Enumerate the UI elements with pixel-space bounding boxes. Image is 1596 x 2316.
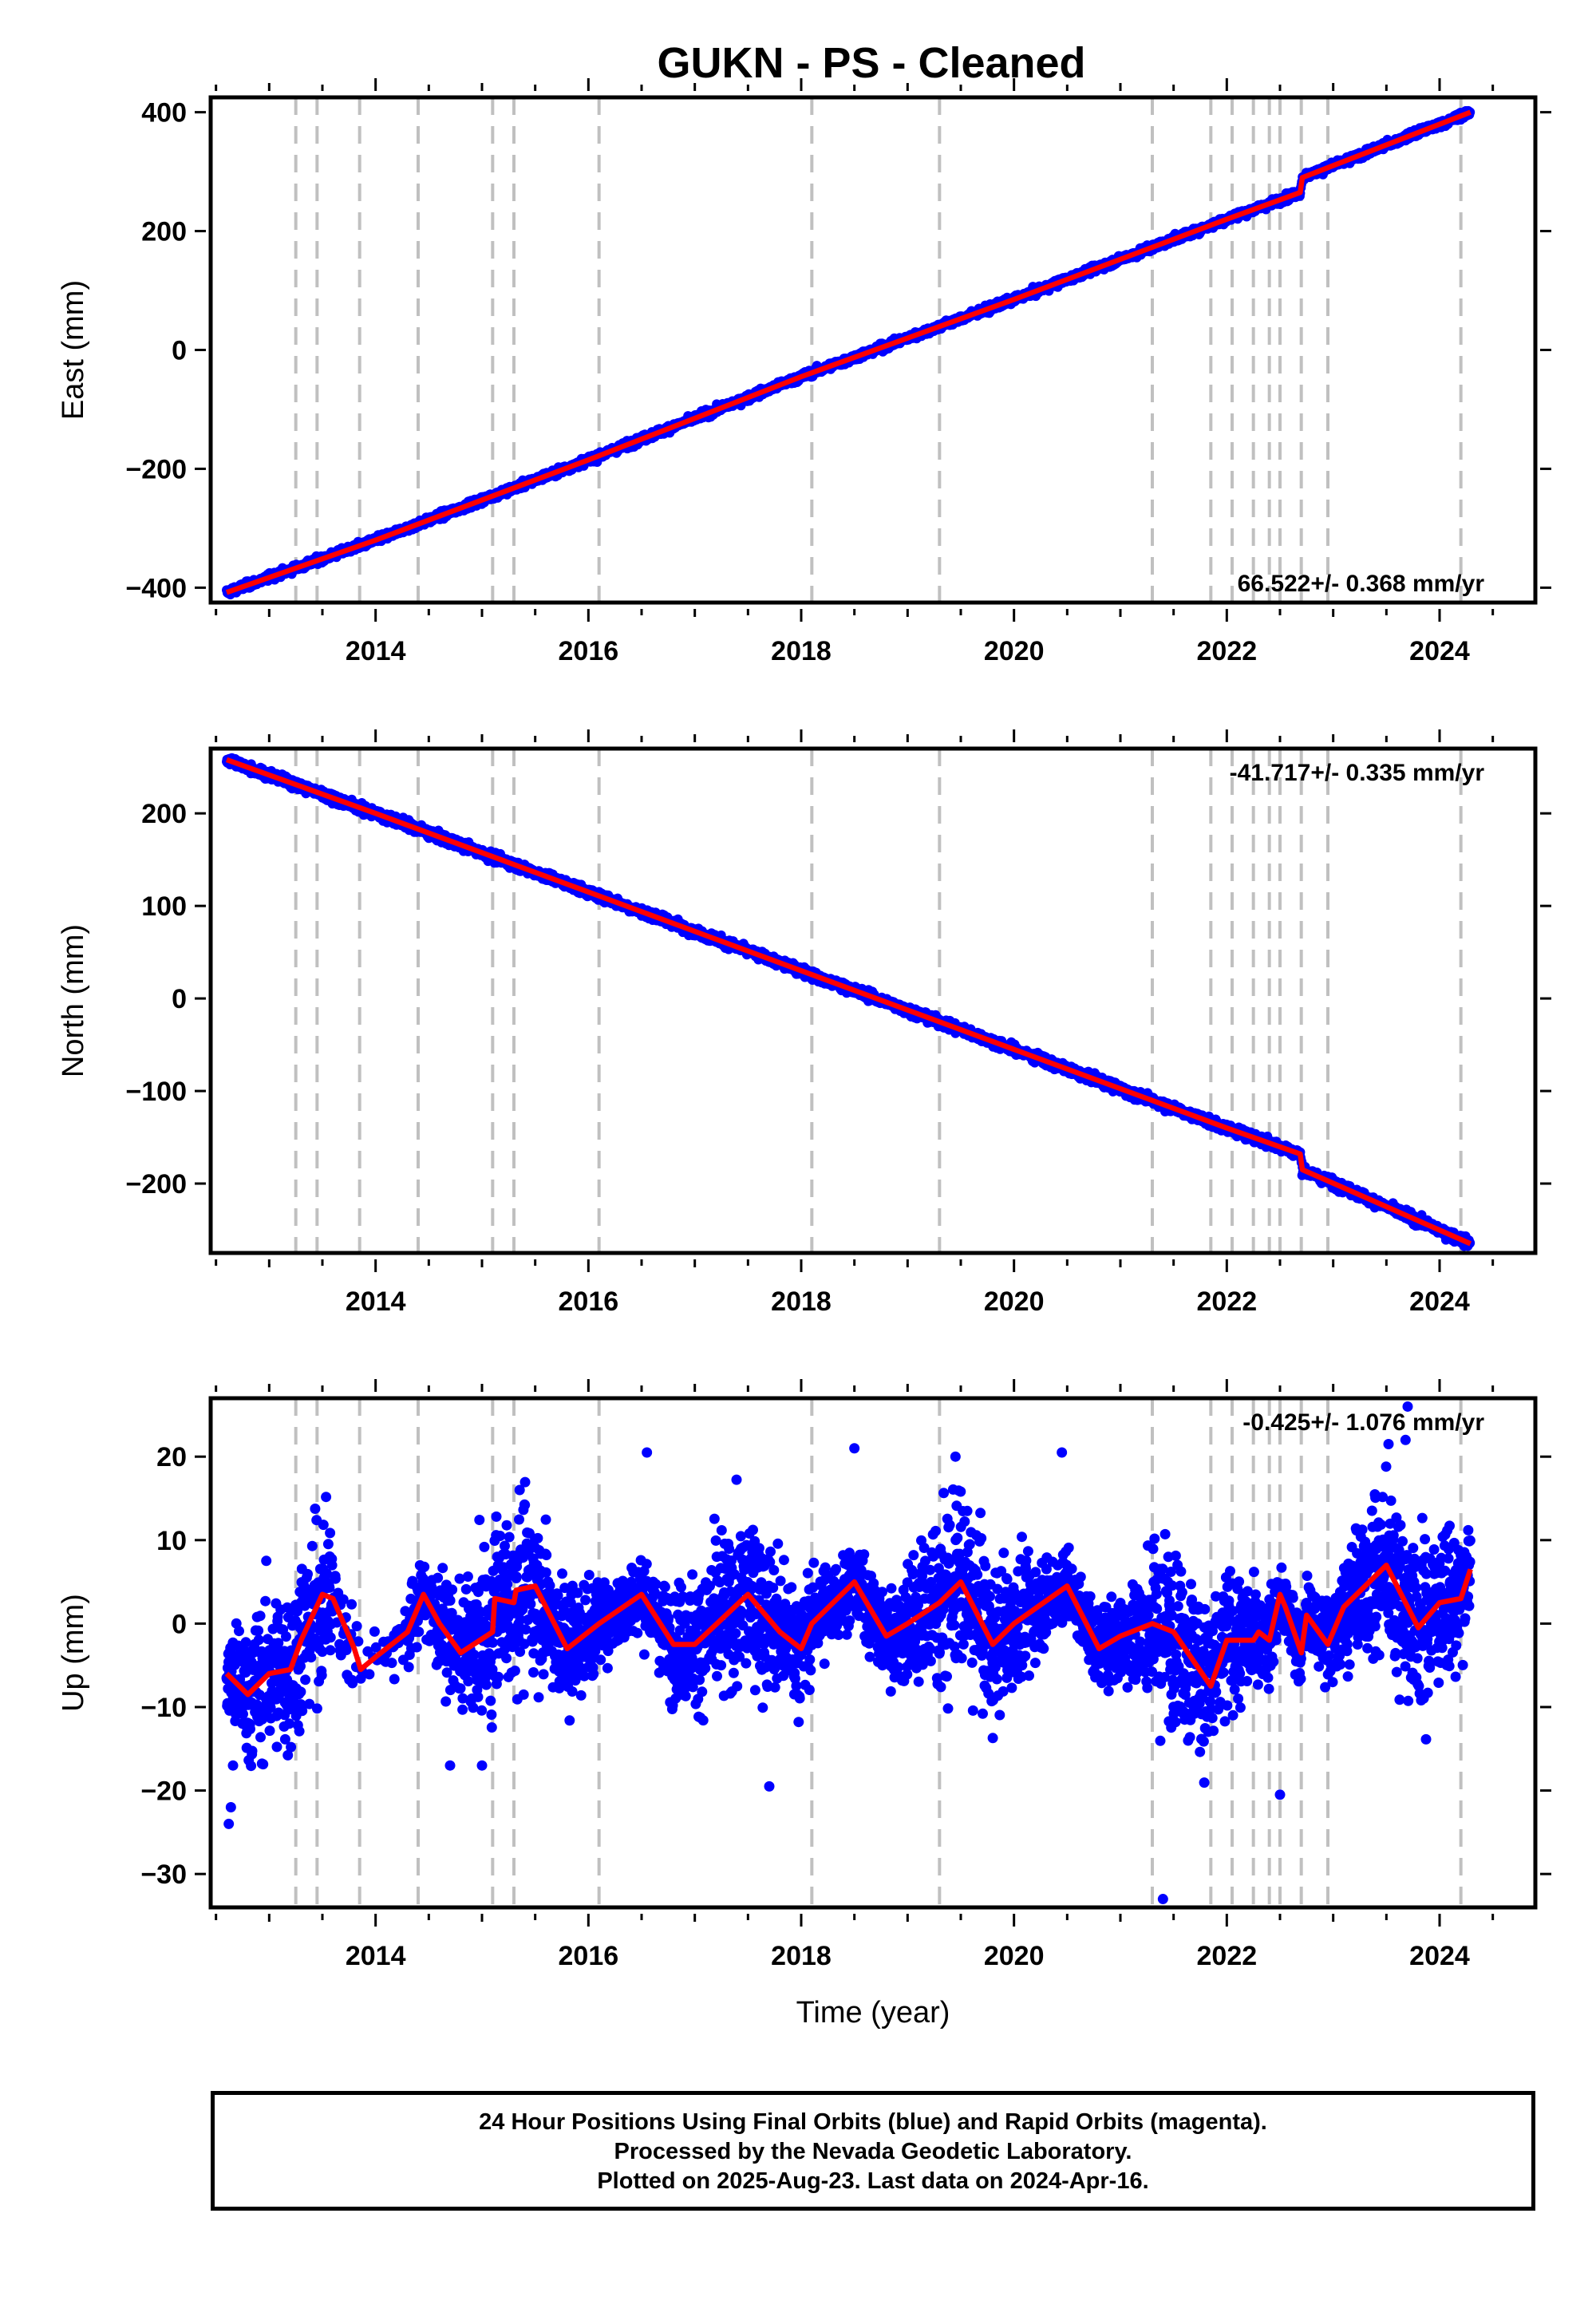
y-tick-label: −400 (125, 573, 187, 603)
x-tick-label: 2018 (771, 636, 832, 666)
y-tick-label: −200 (125, 454, 187, 484)
x-tick-label: 2022 (1197, 636, 1258, 666)
panel-2: 2014 2016 2018 2020 2022 2024−200−1000100200N… (57, 729, 1551, 1317)
rate-label: 66.522+/- 0.368 mm/yr (1238, 571, 1485, 597)
plot-area (222, 97, 1476, 603)
plot-frame (208, 95, 1538, 605)
panel-1: 2014 2016 2018 2020 2022 2024 −400 −200 0 200 400 E… (57, 78, 1551, 666)
figure-title: GUKN - PS - Cleaned (657, 39, 1085, 87)
x-tick-label: 2020 (984, 636, 1045, 666)
y-tick-label: 400 (141, 98, 187, 128)
y-axis-label: East (mm) (57, 280, 90, 420)
x-tick-label: 2014 (346, 636, 406, 666)
x-tick-label: 2024 (1409, 636, 1470, 666)
plot-area (222, 749, 1476, 1253)
model-line (225, 109, 1472, 595)
panels: 2014 2016 2018 2020 2022 2024 −400 −200 0 200 400 E… (57, 78, 1551, 2029)
y-tick-label: 0 (172, 336, 187, 366)
y-tick-label: 200 (141, 217, 187, 247)
x-tick-label: 2016 (559, 636, 619, 666)
